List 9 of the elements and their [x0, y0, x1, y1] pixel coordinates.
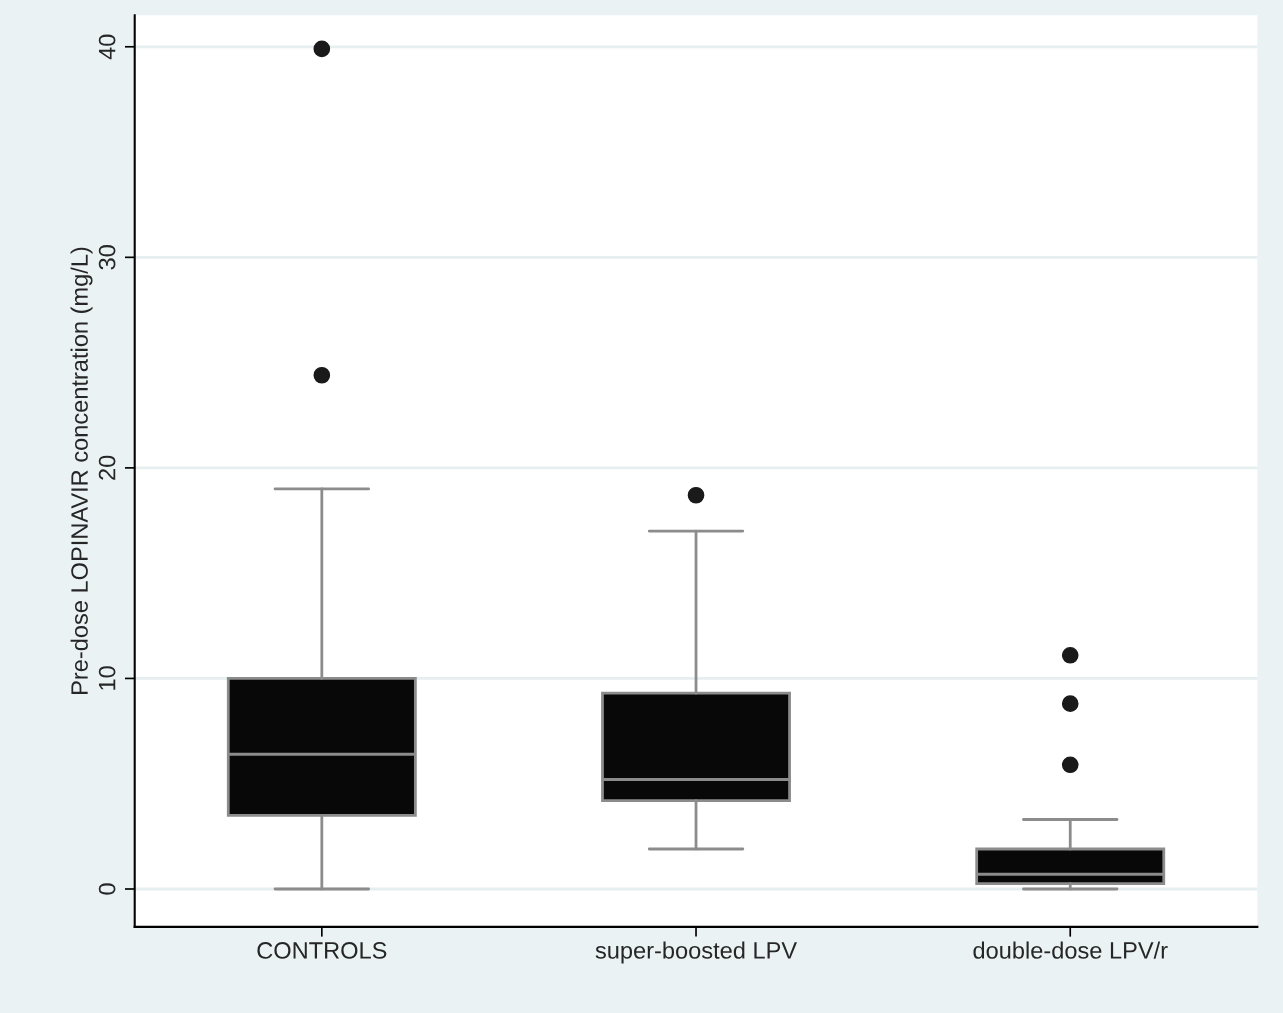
- y-tick-label: 40: [98, 34, 116, 60]
- x-tick-label: CONTROLS: [257, 942, 387, 959]
- x-tick-label: super-boosted LPV: [595, 941, 797, 964]
- y-axis-title: Pre-dose LOPINAVIR concentration (mg/L): [70, 247, 93, 694]
- y-tick-label: 20: [98, 455, 116, 480]
- x-tick-label: double-dose LPV/r: [973, 941, 1168, 959]
- y-tick-label: 30: [98, 245, 116, 270]
- y-tick-label: 10: [98, 666, 116, 690]
- y-tick-label: 0: [98, 883, 116, 895]
